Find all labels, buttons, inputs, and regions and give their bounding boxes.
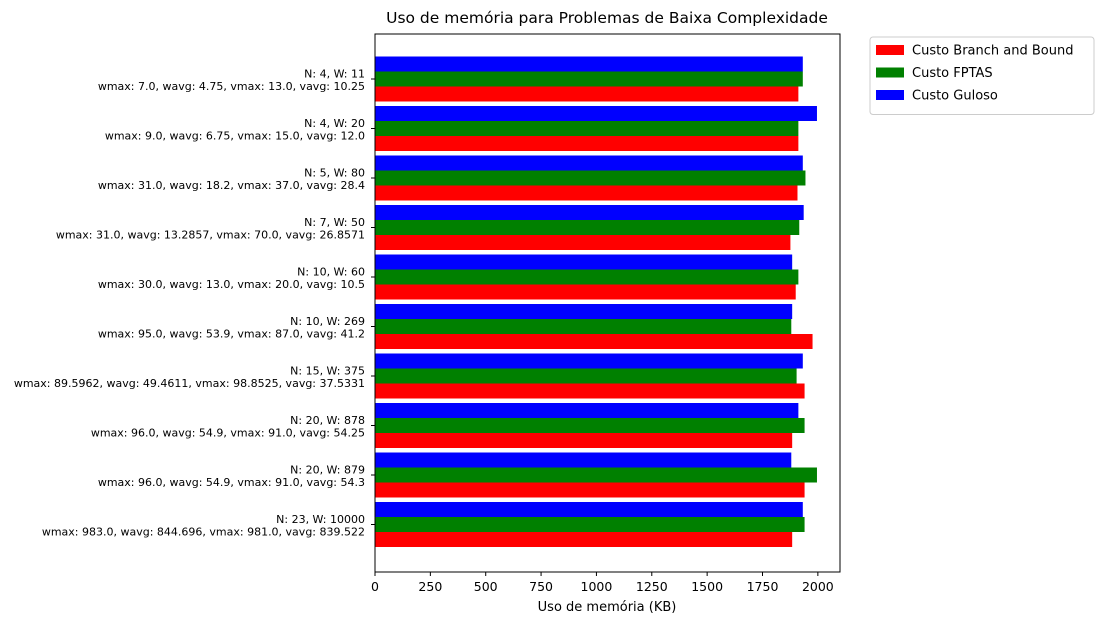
bar-custo-branch-and-bound-6 xyxy=(375,383,805,399)
category-label-line1: N: 4, W: 20 xyxy=(304,117,365,130)
legend-swatch xyxy=(876,45,904,55)
category-label-line2: wmax: 89.5962, wavg: 49.4611, vmax: 98.8… xyxy=(14,377,365,390)
bar-custo-fptas-6 xyxy=(375,368,797,384)
bar-custo-fptas-4 xyxy=(375,269,799,285)
category-label-line1: N: 4, W: 11 xyxy=(304,68,365,81)
x-tick-label: 1750 xyxy=(747,579,779,594)
x-tick-label: 1250 xyxy=(636,579,668,594)
bar-custo-guloso-5 xyxy=(375,304,793,319)
bar-custo-fptas-1 xyxy=(375,121,799,136)
bar-custo-branch-and-bound-8 xyxy=(375,482,805,498)
bar-custo-guloso-8 xyxy=(375,452,792,468)
bar-custo-guloso-3 xyxy=(375,205,804,220)
x-tick-label: 0 xyxy=(371,579,379,594)
bar-custo-branch-and-bound-9 xyxy=(375,532,793,547)
bar-custo-branch-and-bound-3 xyxy=(375,235,791,250)
bar-custo-fptas-3 xyxy=(375,220,800,235)
bar-custo-branch-and-bound-2 xyxy=(375,185,798,201)
category-label-line1: N: 15, W: 375 xyxy=(290,365,365,378)
category-label-line1: N: 5, W: 80 xyxy=(304,167,365,180)
bar-custo-fptas-7 xyxy=(375,418,805,433)
x-axis: 0 250 500 750 1000 1250 1500 1750 2000 xyxy=(371,572,834,594)
legend-swatch xyxy=(876,90,904,100)
bar-custo-branch-and-bound-5 xyxy=(375,334,813,349)
x-tick-label: 2000 xyxy=(802,579,834,594)
bar-custo-fptas-9 xyxy=(375,517,805,532)
plot-frame xyxy=(374,33,841,573)
x-tick-label: 1000 xyxy=(581,579,613,594)
legend-swatch xyxy=(876,67,904,78)
legend-label: Custo Guloso xyxy=(912,89,998,104)
bar-custo-fptas-5 xyxy=(375,319,792,334)
x-tick-label: 500 xyxy=(474,579,498,594)
bar-custo-guloso-6 xyxy=(375,353,803,369)
x-tick-label: 1500 xyxy=(691,579,723,594)
bars-layer xyxy=(375,56,817,547)
legend-label: Custo FPTAS xyxy=(912,66,993,81)
category-label-line1: N: 10, W: 269 xyxy=(290,315,365,328)
category-label-line2: wmax: 9.0, wavg: 6.75, vmax: 15.0, vavg:… xyxy=(105,130,365,143)
bar-custo-guloso-9 xyxy=(375,502,803,517)
bar-custo-branch-and-bound-0 xyxy=(375,86,799,102)
category-label-line1: N: 20, W: 879 xyxy=(290,464,365,477)
category-label-line2: wmax: 31.0, wavg: 18.2, vmax: 37.0, vavg… xyxy=(98,179,365,192)
bar-custo-guloso-2 xyxy=(375,155,803,171)
bar-custo-branch-and-bound-1 xyxy=(375,136,799,151)
category-label-line2: wmax: 95.0, wavg: 53.9, vmax: 87.0, vavg… xyxy=(98,328,365,341)
category-label-line2: wmax: 96.0, wavg: 54.9, vmax: 91.0, vavg… xyxy=(98,476,365,489)
bar-custo-guloso-1 xyxy=(375,106,817,121)
category-label-line1: N: 23, W: 10000 xyxy=(276,513,365,526)
chart-title: Uso de memória para Problemas de Baixa C… xyxy=(386,9,828,27)
bar-custo-branch-and-bound-4 xyxy=(375,284,796,300)
category-label-line2: wmax: 96.0, wavg: 54.9, vmax: 91.0, vavg… xyxy=(91,427,365,440)
bar-custo-guloso-4 xyxy=(375,254,793,270)
bar-custo-fptas-8 xyxy=(375,467,817,483)
category-label-line1: N: 10, W: 60 xyxy=(297,266,365,279)
bar-custo-guloso-0 xyxy=(375,56,803,72)
category-label-line2: wmax: 30.0, wavg: 13.0, vmax: 20.0, vavg… xyxy=(98,278,365,291)
legend: Custo Branch and Bound Custo FPTAS Custo G… xyxy=(869,36,1095,115)
category-label-line2: wmax: 983.0, wavg: 844.696, vmax: 981.0,… xyxy=(42,526,365,539)
category-label-line1: N: 20, W: 878 xyxy=(290,414,365,427)
category-label-line2: wmax: 7.0, wavg: 4.75, vmax: 13.0, vavg:… xyxy=(98,80,365,93)
legend-label: Custo Branch and Bound xyxy=(912,44,1073,59)
x-tick-label: 250 xyxy=(418,579,442,594)
category-label-line2: wmax: 31.0, wavg: 13.2857, vmax: 70.0, v… xyxy=(56,229,365,242)
category-label-line1: N: 7, W: 50 xyxy=(304,216,365,229)
x-tick-label: 750 xyxy=(529,579,553,594)
bar-custo-branch-and-bound-7 xyxy=(375,433,793,448)
bar-custo-guloso-7 xyxy=(375,403,799,418)
legend-frame xyxy=(869,36,1095,115)
x-axis-title: Uso de memória (KB) xyxy=(538,600,677,615)
bar-custo-fptas-2 xyxy=(375,170,806,186)
bar-custo-fptas-0 xyxy=(375,71,803,87)
